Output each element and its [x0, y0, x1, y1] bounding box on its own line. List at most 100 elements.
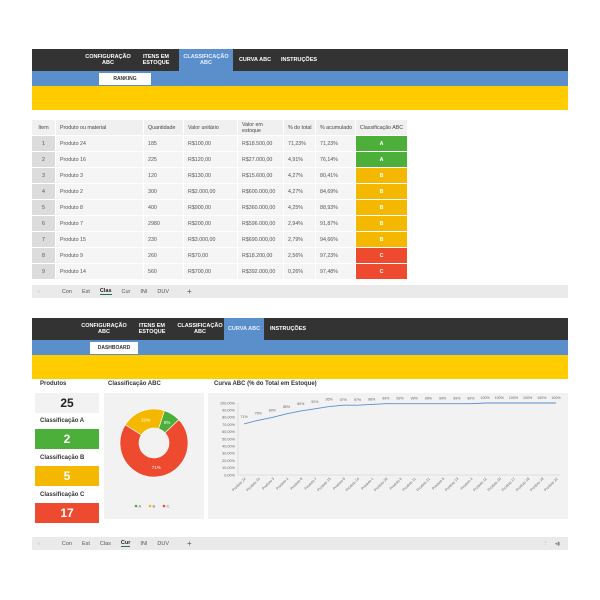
cell-valor-estoque[interactable]: R$18.500,00 [238, 136, 284, 151]
sheet-nav-icon[interactable]: ‹ [38, 540, 40, 547]
nav-tab-classificacao-abc[interactable]: CLASSIFICAÇÃO ABC [179, 49, 233, 71]
cell-pct-total[interactable]: 0,26% [284, 264, 316, 279]
cell-pct-total[interactable]: 2,79% [284, 232, 316, 247]
cell-classe[interactable]: B [356, 184, 408, 199]
cell-pct-acumulado[interactable]: 97,48% [316, 264, 356, 279]
cell-valor-estoque[interactable]: R$392.000,00 [238, 264, 284, 279]
table-row[interactable]: 6 Produto 7 2980 R$200,00 R$596.000,00 2,94% 9… [32, 216, 568, 232]
cell-valor-estoque[interactable]: R$596.000,00 [238, 216, 284, 231]
nav-tab-curva-abc[interactable]: CURVA ABC [224, 318, 264, 340]
sheet-tab-cur[interactable]: Cur [120, 540, 131, 547]
cell-pct-acumulado[interactable]: 80,41% [316, 168, 356, 183]
cell-quantidade[interactable]: 230 [144, 232, 184, 247]
sheet-tab-ini[interactable]: INI [140, 288, 148, 295]
cell-pct-total[interactable]: 2,56% [284, 248, 316, 263]
cell-item[interactable]: 2 [32, 152, 56, 167]
cell-produto[interactable]: Produto 16 [56, 152, 144, 167]
cell-item[interactable]: 5 [32, 200, 56, 215]
cell-valor-estoque[interactable]: R$690.000,00 [238, 232, 284, 247]
cell-pct-acumulado[interactable]: 76,14% [316, 152, 356, 167]
sheet-tab-ini[interactable]: INI [140, 540, 148, 547]
cell-pct-total[interactable]: 4,91% [284, 152, 316, 167]
cell-quantidade[interactable]: 120 [144, 168, 184, 183]
cell-classe[interactable]: B [356, 232, 408, 247]
cell-valor-unitario[interactable]: R$70,00 [184, 248, 238, 263]
cell-valor-estoque[interactable]: R$15.600,00 [238, 168, 284, 183]
cell-classe[interactable]: B [356, 200, 408, 215]
cell-pct-total[interactable]: 4,27% [284, 168, 316, 183]
add-sheet-button[interactable]: + [187, 539, 192, 548]
cell-classe[interactable]: B [356, 216, 408, 231]
cell-item[interactable]: 4 [32, 184, 56, 199]
table-row[interactable]: 2 Produto 16 225 R$120,00 R$27.000,00 4,91% 76… [32, 152, 568, 168]
nav-tab-configuracao-abc[interactable]: CONFIGURAÇÃO ABC [85, 53, 131, 66]
cell-quantidade[interactable]: 185 [144, 136, 184, 151]
nav-tab-configuracao-abc[interactable]: CONFIGURAÇÃO ABC [81, 322, 127, 335]
table-row[interactable]: 1 Produto 24 185 R$100,00 R$18.500,00 71,23% 7… [32, 136, 568, 152]
cell-classe[interactable]: A [356, 152, 408, 167]
cell-item[interactable]: 3 [32, 168, 56, 183]
cell-quantidade[interactable]: 2980 [144, 216, 184, 231]
cell-valor-unitario[interactable]: R$100,00 [184, 136, 238, 151]
nav-tab-itens-em-estoque[interactable]: ITENS EM ESTOQUE [138, 322, 166, 335]
cell-pct-total[interactable]: 4,25% [284, 200, 316, 215]
cell-pct-acumulado[interactable]: 88,93% [316, 200, 356, 215]
cell-produto[interactable]: Produto 3 [56, 168, 144, 183]
table-row[interactable]: 3 Produto 3 120 R$130,00 R$15.600,00 4,27% 80,… [32, 168, 568, 184]
cell-valor-estoque[interactable]: R$27.000,00 [238, 152, 284, 167]
sheet-tab-est[interactable]: Est [81, 540, 90, 547]
cell-pct-acumulado[interactable]: 84,69% [316, 184, 356, 199]
cell-quantidade[interactable]: 300 [144, 184, 184, 199]
cell-valor-estoque[interactable]: R$18.200,00 [238, 248, 284, 263]
cell-valor-unitario[interactable]: R$700,00 [184, 264, 238, 279]
sheet-tab-clas[interactable]: Clas [99, 540, 111, 547]
cell-classe[interactable]: C [356, 264, 408, 279]
cell-valor-unitario[interactable]: R$2.000,00 [184, 184, 238, 199]
cell-valor-unitario[interactable]: R$200,00 [184, 216, 238, 231]
cell-pct-acumulado[interactable]: 94,66% [316, 232, 356, 247]
cell-produto[interactable]: Produto 14 [56, 264, 144, 279]
sheet-nav-icon[interactable]: ‹ [38, 288, 40, 295]
more-options-icon[interactable]: ⋮ [542, 540, 549, 547]
table-row[interactable]: 4 Produto 2 300 R$2.000,00 R$600.000,00 4,27%… [32, 184, 568, 200]
sheet-tab-cur[interactable]: Cur [121, 288, 131, 295]
dashboard-button[interactable]: DASHBOARD [90, 342, 138, 354]
nav-tab-itens-em-estoque[interactable]: ITENS EM ESTOQUE [142, 53, 170, 66]
cell-valor-estoque[interactable]: R$600.000,00 [238, 184, 284, 199]
cell-quantidade[interactable]: 260 [144, 248, 184, 263]
cell-quantidade[interactable]: 560 [144, 264, 184, 279]
table-row[interactable]: 5 Produto 8 400 R$900,00 R$360.000,00 4,25% 88… [32, 200, 568, 216]
ranking-button[interactable]: RANKING [99, 73, 151, 85]
cell-produto[interactable]: Produto 9 [56, 248, 144, 263]
add-sheet-button[interactable]: + [187, 287, 192, 296]
scroll-left-icon[interactable]: ◂▮ [554, 540, 560, 547]
table-row[interactable]: 9 Produto 14 560 R$700,00 R$392.000,00 0,26% 9… [32, 264, 568, 280]
cell-item[interactable]: 8 [32, 248, 56, 263]
table-row[interactable]: 8 Produto 9 260 R$70,00 R$18.200,00 2,56% 97,2… [32, 248, 568, 264]
cell-valor-estoque[interactable]: R$360.000,00 [238, 200, 284, 215]
cell-quantidade[interactable]: 225 [144, 152, 184, 167]
cell-item[interactable]: 9 [32, 264, 56, 279]
cell-produto[interactable]: Produto 2 [56, 184, 144, 199]
cell-valor-unitario[interactable]: R$3.000,00 [184, 232, 238, 247]
cell-classe[interactable]: C [356, 248, 408, 263]
sheet-tab-duv[interactable]: DUV [157, 288, 170, 295]
nav-tab-instrucoes[interactable]: INSTRUÇÕES [269, 325, 307, 332]
cell-pct-acumulado[interactable]: 71,23% [316, 136, 356, 151]
cell-item[interactable]: 1 [32, 136, 56, 151]
cell-pct-acumulado[interactable]: 91,87% [316, 216, 356, 231]
sheet-tab-con[interactable]: Con [61, 288, 72, 295]
cell-quantidade[interactable]: 400 [144, 200, 184, 215]
cell-classe[interactable]: A [356, 136, 408, 151]
nav-tab-instrucoes[interactable]: INSTRUÇÕES [280, 56, 318, 63]
cell-valor-unitario[interactable]: R$130,00 [184, 168, 238, 183]
cell-pct-acumulado[interactable]: 97,23% [316, 248, 356, 263]
cell-produto[interactable]: Produto 15 [56, 232, 144, 247]
cell-pct-total[interactable]: 4,27% [284, 184, 316, 199]
cell-produto[interactable]: Produto 24 [56, 136, 144, 151]
sheet-tab-duv[interactable]: DUV [157, 540, 170, 547]
cell-produto[interactable]: Produto 7 [56, 216, 144, 231]
nav-tab-classificacao-abc[interactable]: CLASSIFICAÇÃO ABC [177, 322, 223, 335]
cell-valor-unitario[interactable]: R$900,00 [184, 200, 238, 215]
sheet-tab-est[interactable]: Est [81, 288, 90, 295]
